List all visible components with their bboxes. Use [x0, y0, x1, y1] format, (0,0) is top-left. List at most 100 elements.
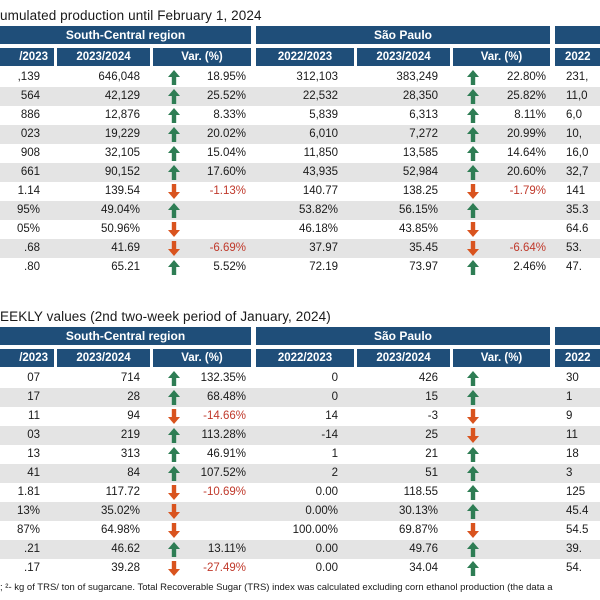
cell-value: 15 [425, 391, 438, 403]
cell-value: 17 [27, 391, 40, 403]
cell-value: 49.76 [409, 543, 438, 555]
cell-value: 1.14 [17, 185, 40, 197]
cell-value: 52,984 [402, 166, 438, 178]
cell-value: 34.04 [409, 562, 438, 574]
table-row: 661 90,152 17.60% 43,935 52,984 20.60% 32,7 [0, 163, 600, 182]
cell-value: 21 [425, 448, 438, 460]
up-arrow-icon [168, 390, 180, 405]
column-header-row: /2023 2023/2024 Var. (%) 2022/2023 2023/2024… [0, 349, 600, 367]
down-arrow-icon [467, 184, 479, 199]
cell-value: 0.00 [315, 543, 338, 555]
cell-value: 0 [331, 372, 338, 384]
up-arrow-icon [168, 127, 180, 142]
cell-value: 53.82% [298, 204, 338, 216]
down-arrow-icon [467, 241, 479, 256]
cell-value: 18 [566, 448, 579, 460]
cell-value: 37.97 [309, 242, 338, 254]
cell-value: 53. [566, 242, 582, 254]
down-arrow-icon [168, 241, 180, 256]
cell-value: 35.02% [100, 505, 140, 517]
column-header: 2023/2024 [57, 48, 150, 66]
footnote: ; ²- kg of TRS/ ton of sugarcane. Total … [0, 582, 553, 593]
table-row: 13 313 46.91% 1 21 18 [0, 445, 600, 464]
cell-value: 13,585 [402, 147, 438, 159]
cell-value: 6,313 [409, 109, 438, 121]
cell-value: 05% [16, 223, 40, 235]
cell-value: 11 [566, 429, 578, 441]
up-arrow-icon [467, 70, 479, 85]
table-row: .80 65.21 5.52% 72.19 73.97 2.46% 47. [0, 258, 600, 277]
cell-value: 9 [566, 410, 573, 422]
up-arrow-icon [467, 466, 479, 481]
cell-value: 46.18% [298, 223, 338, 235]
up-arrow-icon [467, 260, 479, 275]
table-row: 023 19,229 20.02% 6,010 7,272 20.99% 10, [0, 125, 600, 144]
cell-value: 41 [27, 467, 40, 479]
variation-value: 14.64% [506, 147, 546, 159]
up-arrow-icon [168, 542, 180, 557]
up-arrow-icon [168, 108, 180, 123]
cell-value: 16,0 [566, 147, 589, 159]
variation-value: 20.99% [506, 128, 546, 140]
column-header: 2023/2024 [357, 349, 450, 367]
table-row: 05% 50.96% 46.18% 43.85% 64.6 [0, 220, 600, 239]
up-arrow-icon [467, 542, 479, 557]
up-arrow-icon [168, 428, 180, 443]
cell-value: .17 [24, 562, 40, 574]
up-arrow-icon [467, 561, 479, 576]
cell-value: -14 [321, 429, 338, 441]
cell-value: 72.19 [309, 261, 338, 273]
cell-value: 139.54 [104, 185, 140, 197]
cell-value: 46.62 [111, 543, 140, 555]
variation-value: 132.35% [200, 372, 246, 384]
down-arrow-icon [467, 428, 479, 443]
up-arrow-icon [168, 447, 180, 462]
table-row: 564 42,129 25.52% 22,532 28,350 25.82% 11,0 [0, 87, 600, 106]
up-arrow-icon [467, 146, 479, 161]
cell-value: 19,229 [104, 128, 140, 140]
group-header [555, 327, 600, 345]
cell-value: 6,0 [566, 109, 582, 121]
variation-value: 15.04% [206, 147, 246, 159]
cell-value: 30.13% [398, 505, 438, 517]
table1-title: umulated production until February 1, 20… [0, 8, 262, 23]
table-row: 13% 35.02% 0.00% 30.13% 45.4 [0, 502, 600, 521]
cell-value: 43.85% [398, 223, 438, 235]
variation-value: 107.52% [200, 467, 246, 479]
cell-value: 94 [127, 410, 140, 422]
cell-value: 30 [566, 372, 579, 384]
cell-value: 117.72 [105, 486, 140, 498]
table-row: 11 94 -14.66% 14 -3 9 [0, 407, 600, 426]
down-arrow-icon [168, 485, 180, 500]
cell-value: 87% [16, 524, 40, 536]
variation-value: 68.48% [206, 391, 246, 403]
cell-value: -3 [427, 410, 438, 422]
group-header: South-Central region [0, 26, 251, 44]
cell-value: 28,350 [402, 90, 438, 102]
cell-value: 54. [566, 562, 582, 574]
up-arrow-icon [467, 89, 479, 104]
cell-value: 95% [16, 204, 40, 216]
variation-value: 5.52% [213, 261, 246, 273]
cell-value: 65.21 [111, 261, 140, 273]
up-arrow-icon [168, 146, 180, 161]
cell-value: 138.25 [402, 185, 438, 197]
up-arrow-icon [467, 165, 479, 180]
cell-value: 1 [331, 448, 338, 460]
up-arrow-icon [467, 203, 479, 218]
up-arrow-icon [467, 447, 479, 462]
down-arrow-icon [168, 561, 180, 576]
cell-value: 0.00% [305, 505, 338, 517]
up-arrow-icon [168, 70, 180, 85]
cell-value: 5,839 [309, 109, 338, 121]
cell-value: 125 [566, 486, 586, 498]
up-arrow-icon [467, 108, 479, 123]
cell-value: 32,105 [104, 147, 140, 159]
down-arrow-icon [168, 504, 180, 519]
cell-value: 13% [16, 505, 40, 517]
up-arrow-icon [168, 260, 180, 275]
table-row: 886 12,876 8.33% 5,839 6,313 8.11% 6,0 [0, 106, 600, 125]
column-header: 2023/2024 [57, 349, 150, 367]
cell-value: 35.3 [566, 204, 589, 216]
column-header: 2023/2024 [357, 48, 450, 66]
